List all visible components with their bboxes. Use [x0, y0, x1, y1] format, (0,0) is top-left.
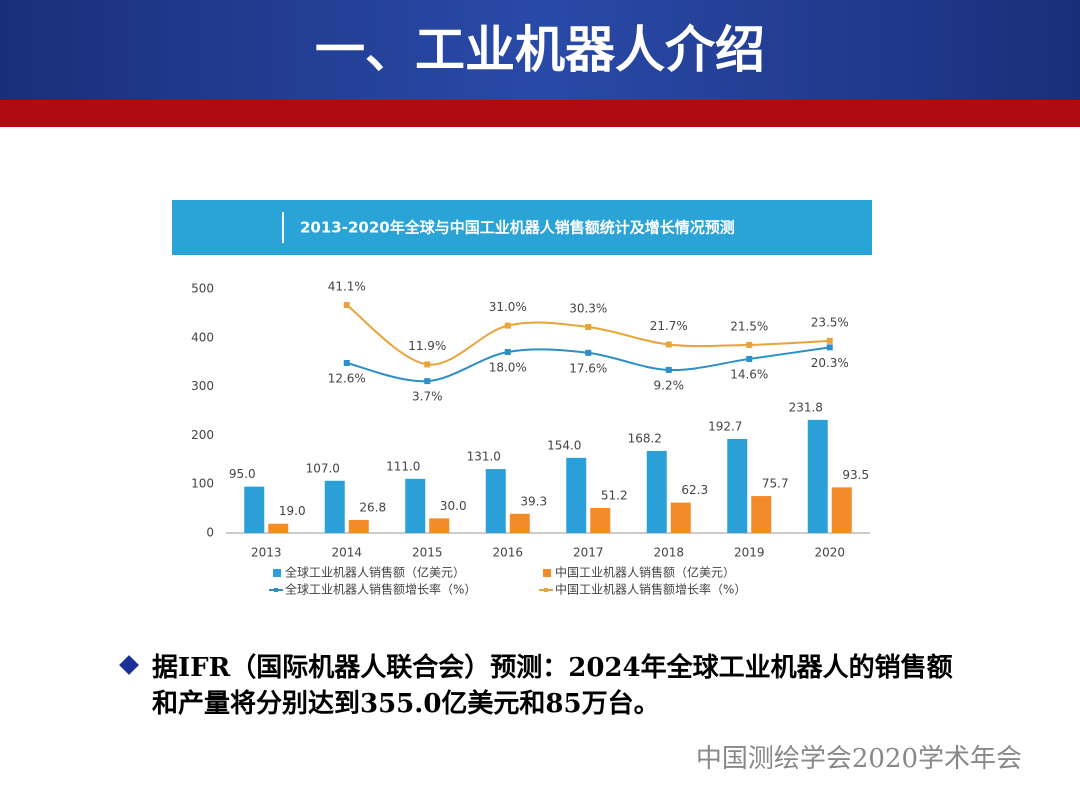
line-marker: [746, 355, 753, 362]
bar: [348, 519, 369, 533]
bar: [590, 508, 611, 533]
bar: [670, 502, 691, 533]
legend-swatch: [544, 588, 548, 592]
line-marker: [424, 378, 431, 385]
bar: [429, 518, 450, 533]
line-value-label: 30.3%: [569, 302, 607, 316]
x-tick-label: 2020: [814, 546, 845, 560]
bar: [244, 486, 265, 533]
bar-value-label: 93.5: [842, 468, 869, 482]
line-value-label: 11.9%: [408, 339, 446, 353]
line-marker: [424, 361, 431, 368]
line-marker: [343, 360, 350, 367]
line-marker: [746, 341, 753, 348]
bar-value-label: 168.2: [628, 431, 662, 445]
line-value-label: 21.7%: [650, 319, 688, 333]
line-marker: [343, 302, 350, 309]
legend-swatch: [543, 569, 551, 577]
bar: [405, 478, 426, 533]
bar: [751, 496, 772, 533]
x-tick-label: 2019: [734, 546, 765, 560]
line-value-label: 23.5%: [811, 315, 849, 329]
x-tick-label: 2014: [331, 546, 362, 560]
bar: [807, 419, 828, 533]
y-tick-label: 300: [191, 379, 214, 393]
bar: [324, 480, 345, 533]
line-value-label: 3.7%: [412, 390, 443, 404]
bar-value-label: 95.0: [229, 467, 256, 481]
line-marker: [826, 337, 833, 344]
y-tick-label: 200: [191, 428, 214, 442]
y-tick-label: 500: [191, 282, 214, 296]
line-value-label: 12.6%: [328, 372, 366, 386]
slide-title: 一、工业机器人介绍: [0, 0, 1080, 100]
line-marker: [504, 349, 511, 356]
legend-swatch: [274, 588, 278, 592]
line-marker: [826, 344, 833, 351]
bar-value-label: 192.7: [708, 419, 742, 433]
x-tick-label: 2018: [653, 546, 684, 560]
bar-value-label: 39.3: [520, 494, 547, 508]
line-value-label: 20.3%: [811, 356, 849, 370]
header-band: [0, 100, 1080, 127]
bar-value-label: 75.7: [762, 477, 789, 491]
bar: [646, 450, 667, 533]
x-tick-label: 2017: [573, 546, 604, 560]
line-marker: [665, 366, 672, 373]
chart-title-bar: [172, 200, 872, 255]
y-tick-label: 100: [191, 477, 214, 491]
line-value-label: 21.5%: [730, 319, 768, 333]
bullet-text: 据IFR（国际机器人联合会）预测：2024年全球工业机器人的销售额和产量将分别达…: [152, 653, 953, 719]
legend-swatch: [273, 569, 281, 577]
bar: [566, 457, 587, 533]
legend-label: 中国工业机器人销售额（亿美元）: [555, 565, 735, 580]
line-value-label: 9.2%: [654, 378, 685, 392]
bar-value-label: 62.3: [681, 483, 708, 497]
bar-value-label: 107.0: [306, 461, 340, 475]
footer: 中国测绘学会2020学术年会: [695, 744, 1022, 774]
bar-value-label: 30.0: [440, 499, 467, 513]
legend-label: 全球工业机器人销售额增长率（%）: [285, 582, 476, 597]
x-tick-label: 2013: [251, 546, 282, 560]
x-tick-label: 2016: [492, 546, 523, 560]
line-marker: [585, 349, 592, 356]
line-value-label: 41.1%: [328, 280, 366, 294]
bar: [727, 438, 748, 533]
bar-value-label: 154.0: [547, 438, 581, 452]
line-value-label: 17.6%: [569, 361, 607, 375]
y-tick-label: 400: [191, 330, 214, 344]
bar: [268, 523, 289, 533]
line-value-label: 18.0%: [489, 361, 527, 375]
line-marker: [665, 341, 672, 348]
bar: [831, 487, 852, 533]
chart-title: 2013-2020年全球与中国工业机器人销售额统计及增长情况预测: [300, 219, 735, 237]
bar-value-label: 51.2: [601, 489, 628, 503]
line-value-label: 14.6%: [730, 367, 768, 381]
bar-value-label: 131.0: [467, 450, 501, 464]
bar: [485, 469, 506, 533]
bar: [509, 513, 530, 533]
line-value-label: 31.0%: [489, 300, 527, 314]
line-marker: [504, 322, 511, 329]
bar-value-label: 26.8: [359, 500, 386, 514]
line-marker: [585, 324, 592, 331]
chart-frame: [170, 197, 873, 610]
bar-value-label: 111.0: [386, 459, 420, 473]
x-tick-label: 2015: [412, 546, 443, 560]
legend-label: 中国工业机器人销售额增长率（%）: [555, 582, 746, 597]
bar-value-label: 231.8: [789, 400, 823, 414]
legend-label: 全球工业机器人销售额（亿美元）: [285, 565, 465, 580]
y-tick-label: 0: [206, 526, 214, 540]
bar-value-label: 19.0: [279, 504, 306, 518]
